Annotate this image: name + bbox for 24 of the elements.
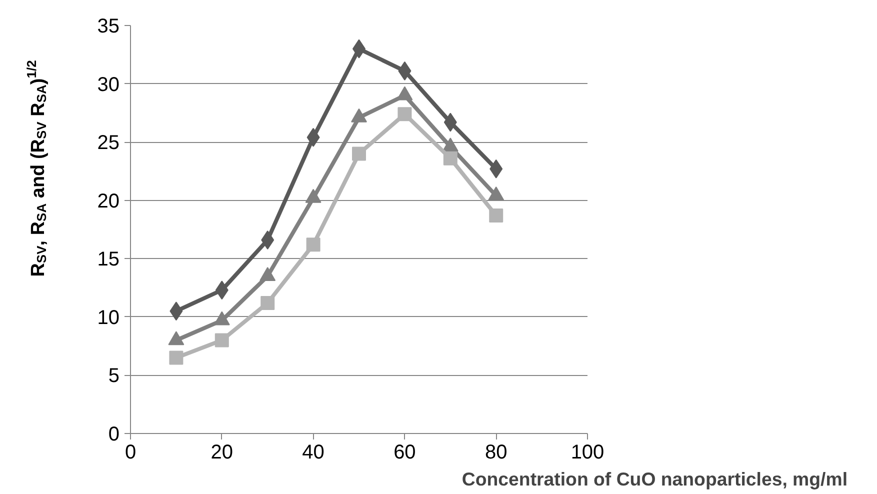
point [260, 296, 275, 310]
y-tick-label: 25 [97, 132, 120, 154]
y-tick-label: 0 [108, 424, 120, 446]
y-tick-label: 5 [108, 365, 120, 388]
y-tick-label: 15 [97, 248, 120, 271]
x-tick-label: 20 [210, 442, 234, 464]
point [352, 146, 366, 161]
x-axis-title: Concentration of CuO nanoparticles, mg/ml [462, 468, 848, 490]
y-tick-label: 20 [97, 190, 120, 212]
x-tick-label: 60 [394, 442, 416, 464]
y-tick-label: 35 [97, 16, 120, 38]
point [306, 238, 320, 252]
point [489, 208, 504, 223]
x-tick-label: 0 [124, 442, 136, 464]
point [398, 107, 412, 122]
text: RSV, RSA and (RSV RSA)1/2 [24, 60, 49, 277]
x-tick-label: 100 [570, 442, 604, 464]
x-tick-label: 40 [302, 442, 324, 464]
point [214, 333, 229, 348]
point [169, 350, 184, 365]
x-tick-label: 80 [484, 442, 508, 464]
point [443, 151, 458, 166]
y-tick-label: 10 [97, 306, 120, 329]
y-tick-label: 30 [97, 74, 120, 96]
